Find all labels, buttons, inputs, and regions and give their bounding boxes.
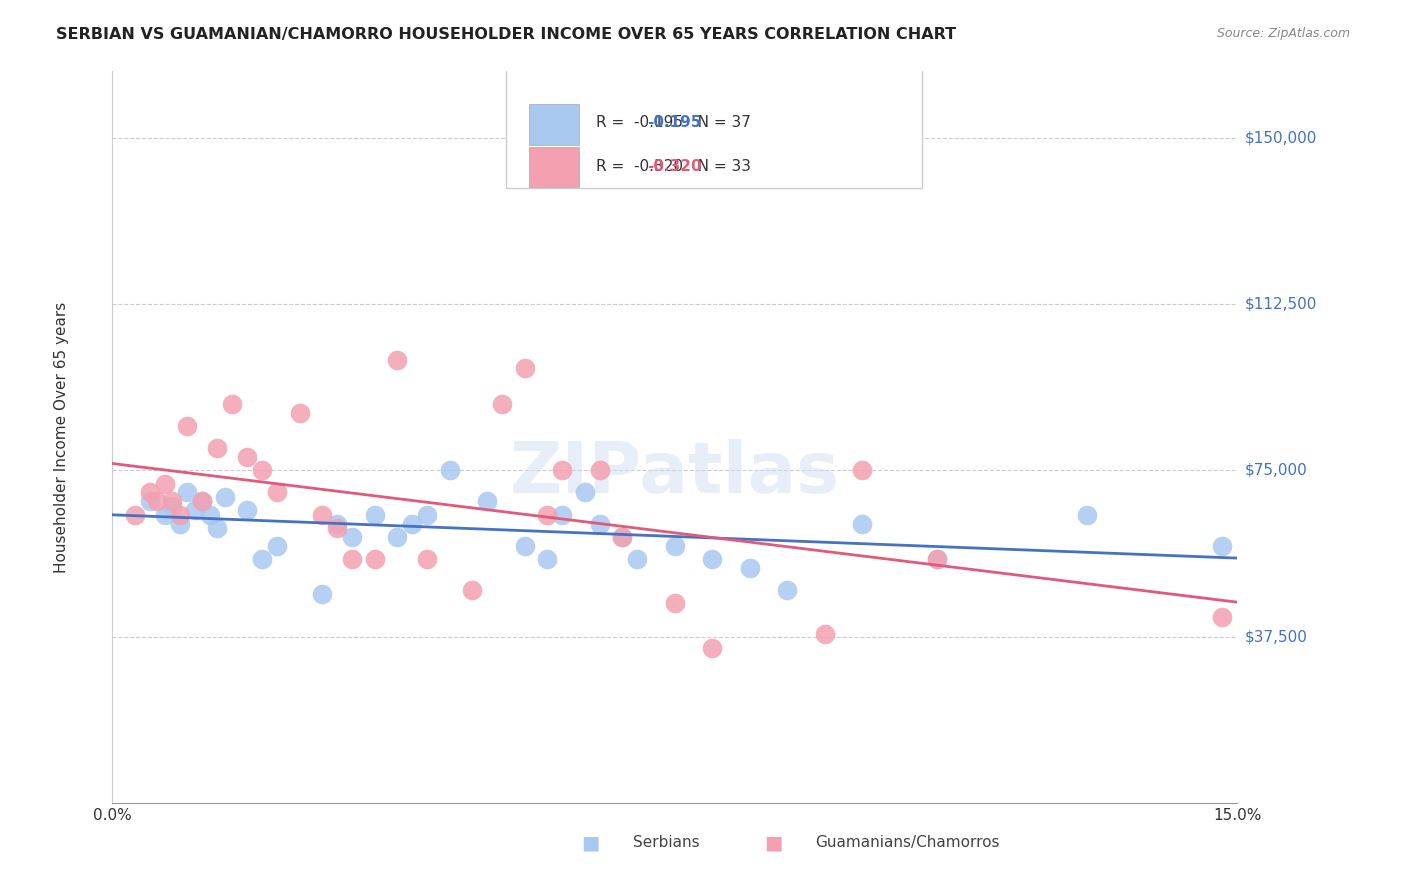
Point [364, 552, 387, 566]
Point [1211, 609, 1233, 624]
Point [169, 516, 191, 531]
Point [326, 521, 349, 535]
Point [162, 494, 184, 508]
Text: Guamanians/Chamorros: Guamanians/Chamorros [815, 836, 1000, 850]
Point [191, 494, 214, 508]
Point [1076, 508, 1098, 522]
Point [342, 530, 364, 544]
Point [214, 490, 236, 504]
Text: Source: ZipAtlas.com: Source: ZipAtlas.com [1216, 27, 1350, 40]
Point [776, 582, 799, 597]
Point [416, 508, 439, 522]
Point [162, 499, 184, 513]
Point [702, 640, 724, 655]
Point [664, 596, 686, 610]
Point [191, 494, 214, 508]
Text: -0.320: -0.320 [647, 159, 702, 174]
Point [626, 552, 648, 566]
Bar [529, 104, 579, 145]
Point [589, 463, 612, 477]
FancyBboxPatch shape [506, 68, 922, 188]
Bar [529, 146, 579, 187]
Text: R =  -0.320   N = 33: R = -0.320 N = 33 [596, 159, 751, 174]
Point [664, 539, 686, 553]
Point [266, 485, 288, 500]
Point [207, 441, 229, 455]
Point [491, 397, 513, 411]
Point [551, 508, 574, 522]
Point [184, 503, 207, 517]
Text: Householder Income Over 65 years: Householder Income Over 65 years [55, 301, 69, 573]
Text: $75,000: $75,000 [1244, 463, 1308, 478]
Text: $112,500: $112,500 [1244, 297, 1317, 311]
Point [477, 494, 499, 508]
Point [288, 406, 311, 420]
Point [252, 552, 274, 566]
Text: $150,000: $150,000 [1244, 130, 1317, 145]
Text: Serbians: Serbians [633, 836, 699, 850]
Point [169, 508, 191, 522]
Point [326, 516, 349, 531]
Point [252, 463, 274, 477]
Point [1211, 539, 1233, 553]
Point [342, 552, 364, 566]
Text: SERBIAN VS GUAMANIAN/CHAMORRO HOUSEHOLDER INCOME OVER 65 YEARS CORRELATION CHART: SERBIAN VS GUAMANIAN/CHAMORRO HOUSEHOLDE… [56, 27, 956, 42]
Point [139, 485, 162, 500]
Point [401, 516, 423, 531]
Text: ■: ■ [581, 833, 600, 853]
Point [814, 627, 837, 641]
Point [311, 587, 333, 601]
Point [612, 530, 634, 544]
Point [513, 361, 536, 376]
Point [364, 508, 387, 522]
Point [198, 508, 221, 522]
Point [439, 463, 461, 477]
Point [416, 552, 439, 566]
Point [536, 552, 558, 566]
Point [851, 463, 873, 477]
Point [513, 539, 536, 553]
Text: R =  -0.195   N = 37: R = -0.195 N = 37 [596, 115, 751, 130]
Point [311, 508, 333, 522]
Point [236, 503, 259, 517]
Point [574, 485, 596, 500]
Point [153, 476, 176, 491]
Point [536, 508, 558, 522]
Text: $37,500: $37,500 [1244, 629, 1308, 644]
Text: ■: ■ [763, 833, 783, 853]
Point [927, 552, 949, 566]
Point [139, 494, 162, 508]
Point [461, 582, 484, 597]
Point [146, 494, 169, 508]
Point [387, 530, 409, 544]
Point [124, 508, 146, 522]
Point [207, 521, 229, 535]
Point [236, 450, 259, 464]
Point [221, 397, 243, 411]
Point [387, 352, 409, 367]
Point [702, 552, 724, 566]
Text: ZIPatlas: ZIPatlas [510, 439, 839, 508]
Point [551, 463, 574, 477]
Point [589, 516, 612, 531]
Point [927, 552, 949, 566]
Point [612, 530, 634, 544]
Point [153, 508, 176, 522]
Text: -0.195: -0.195 [647, 115, 702, 130]
Point [266, 539, 288, 553]
Point [176, 419, 198, 434]
Point [176, 485, 198, 500]
Point [851, 516, 873, 531]
Point [738, 561, 761, 575]
